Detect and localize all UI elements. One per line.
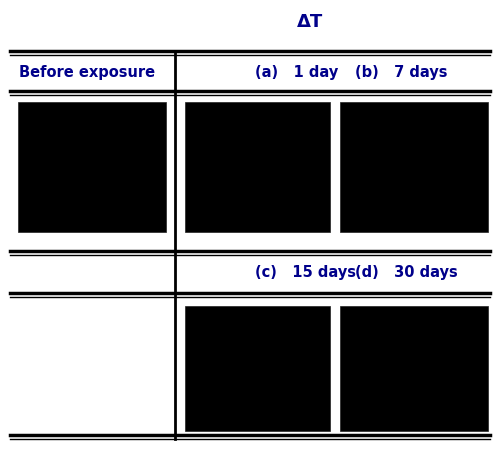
Bar [185, 103, 330, 232]
Text: Before exposure: Before exposure [19, 64, 155, 79]
Bar [340, 103, 488, 232]
Text: (d)   30 days: (d) 30 days [355, 265, 458, 280]
Text: (b)   7 days: (b) 7 days [355, 64, 448, 79]
Text: ΔT: ΔT [297, 13, 323, 31]
Bar [340, 306, 488, 431]
Bar [185, 306, 330, 431]
Bar [18, 103, 166, 232]
Text: (c)   15 days: (c) 15 days [255, 265, 356, 280]
Text: (a)   1 day: (a) 1 day [255, 64, 338, 79]
